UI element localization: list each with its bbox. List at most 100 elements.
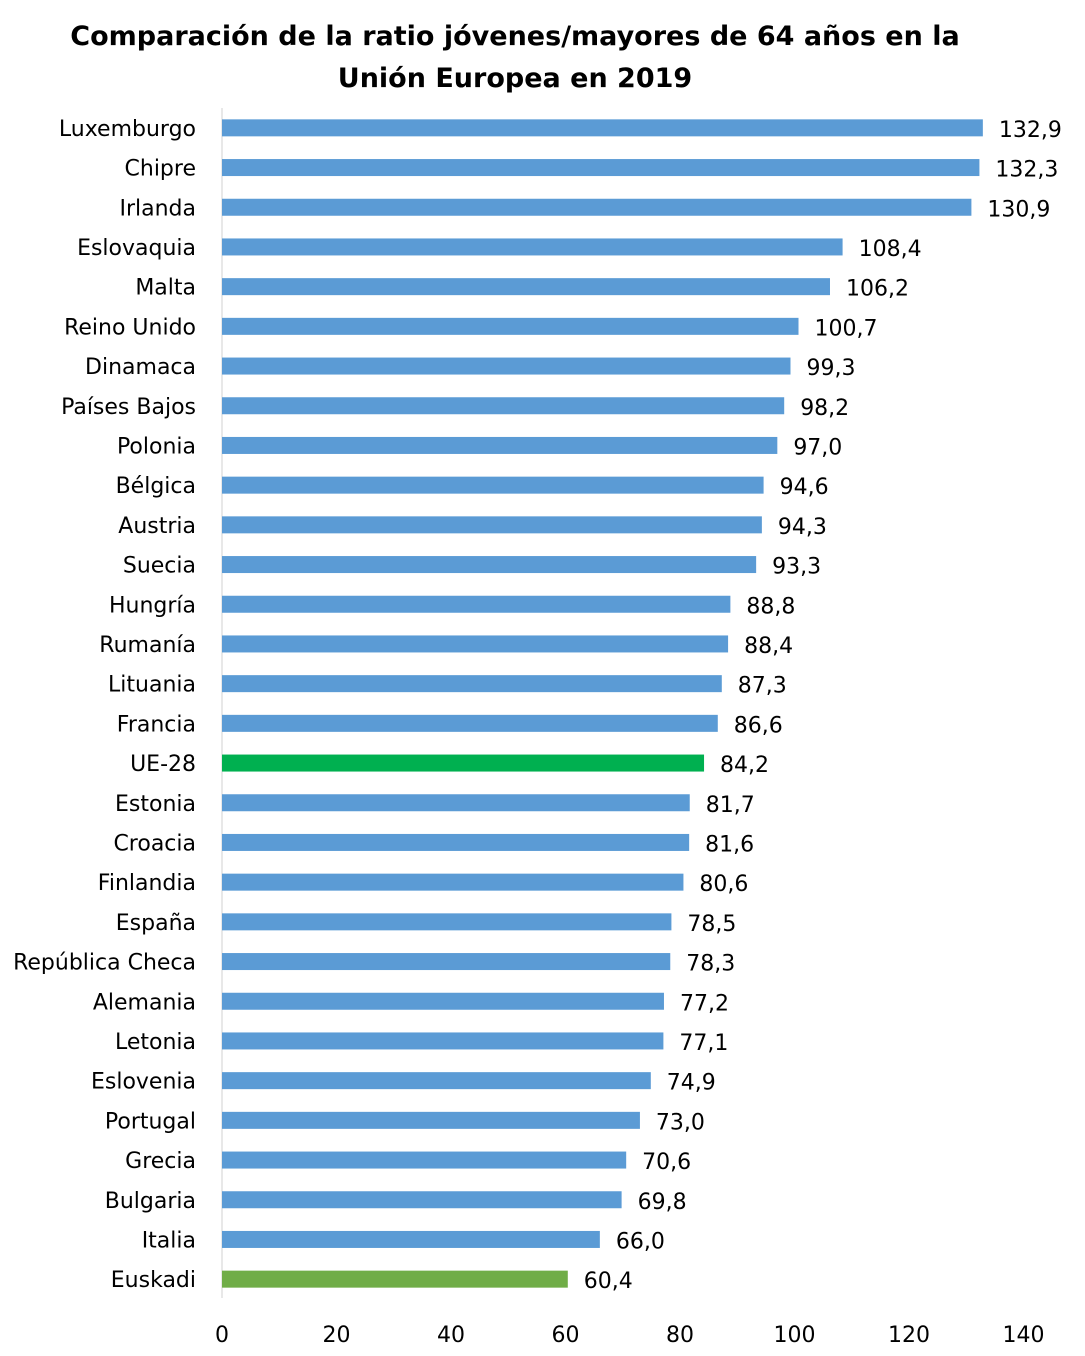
bar-19 <box>222 873 684 891</box>
data-label-25: 73,0 <box>656 1110 705 1135</box>
category-label-27: Bulgaria <box>105 1189 196 1214</box>
data-label-0: 132,9 <box>999 118 1062 143</box>
bar-26 <box>222 1151 627 1169</box>
bar-28 <box>222 1230 600 1248</box>
bar-20 <box>222 913 672 931</box>
x-tick-label-4: 80 <box>666 1323 694 1348</box>
category-label-9: Bélgica <box>116 474 196 499</box>
category-label-14: Lituania <box>108 673 196 698</box>
category-label-10: Austria <box>118 514 196 539</box>
data-label-13: 88,4 <box>744 634 793 659</box>
x-tick-label-5: 100 <box>774 1323 816 1348</box>
data-label-10: 94,3 <box>778 515 827 540</box>
data-label-18: 81,6 <box>705 832 754 857</box>
bar-9 <box>222 476 764 494</box>
data-label-3: 108,4 <box>859 237 922 262</box>
data-label-14: 87,3 <box>738 674 787 699</box>
category-label-0: Luxemburgo <box>59 117 196 142</box>
data-label-29: 60,4 <box>584 1269 633 1294</box>
data-label-17: 81,7 <box>706 793 755 818</box>
bar-18 <box>222 833 690 851</box>
bar-6 <box>222 357 791 375</box>
category-label-11: Suecia <box>123 554 196 579</box>
category-label-6: Dinamaca <box>85 355 196 380</box>
data-label-11: 93,3 <box>772 555 821 580</box>
data-label-27: 69,8 <box>638 1190 687 1215</box>
data-label-2: 130,9 <box>987 197 1050 222</box>
bar-7 <box>222 397 785 415</box>
category-label-8: Polonia <box>117 434 196 459</box>
x-tick-label-0: 0 <box>215 1323 229 1348</box>
bar-23 <box>222 1032 664 1050</box>
category-label-17: Estonia <box>115 792 196 817</box>
category-label-3: Eslovaquia <box>77 236 196 261</box>
category-label-7: Países Bajos <box>61 395 196 420</box>
category-label-29: Euskadi <box>111 1268 196 1293</box>
x-tick-label-3: 60 <box>552 1323 580 1348</box>
category-label-4: Malta <box>135 276 196 301</box>
data-label-4: 106,2 <box>846 277 909 302</box>
category-label-5: Reino Unido <box>64 315 196 340</box>
bar-12 <box>222 595 731 613</box>
chart-title-line-2: Unión Europea en 2019 <box>337 63 693 94</box>
category-label-26: Grecia <box>125 1149 196 1174</box>
x-tick-label-2: 40 <box>437 1323 465 1348</box>
data-label-21: 78,3 <box>686 952 735 977</box>
bar-10 <box>222 516 762 534</box>
category-label-1: Chipre <box>125 157 196 182</box>
category-label-13: Rumanía <box>99 633 196 658</box>
data-label-15: 86,6 <box>734 713 783 738</box>
bar-13 <box>222 635 729 653</box>
x-tick-label-7: 140 <box>1003 1323 1045 1348</box>
x-tick-label-1: 20 <box>323 1323 351 1348</box>
category-label-2: Irlanda <box>119 196 196 221</box>
data-label-6: 99,3 <box>806 356 855 381</box>
data-label-16: 84,2 <box>720 753 769 778</box>
category-label-15: Francia <box>117 712 196 737</box>
bar-5 <box>222 317 799 335</box>
category-label-19: Finlandia <box>98 871 196 896</box>
bar-2 <box>222 198 972 216</box>
data-label-7: 98,2 <box>800 396 849 421</box>
bar-4 <box>222 278 830 296</box>
bar-17 <box>222 794 690 812</box>
category-label-12: Hungría <box>109 593 196 618</box>
bar-27 <box>222 1191 622 1209</box>
data-label-1: 132,3 <box>995 158 1058 183</box>
data-label-20: 78,5 <box>687 912 736 937</box>
category-label-16: UE-28 <box>130 752 196 777</box>
bar-3 <box>222 238 843 256</box>
bar-8 <box>222 436 778 454</box>
bar-11 <box>222 556 757 574</box>
data-label-8: 97,0 <box>793 435 842 460</box>
chart-title-line-1: Comparación de la ratio jóvenes/mayores … <box>70 21 960 52</box>
data-label-9: 94,6 <box>780 475 829 500</box>
data-label-5: 100,7 <box>815 316 878 341</box>
bar-25 <box>222 1111 640 1129</box>
bar-22 <box>222 992 664 1010</box>
bar-0 <box>222 119 983 137</box>
category-label-21: República Checa <box>13 951 196 976</box>
data-label-26: 70,6 <box>642 1150 691 1175</box>
bar-16 <box>222 754 705 772</box>
category-label-28: Italia <box>142 1228 196 1253</box>
bar-24 <box>222 1072 651 1090</box>
category-label-24: Eslovenia <box>91 1070 196 1095</box>
bar-29 <box>222 1270 568 1288</box>
x-tick-label-6: 120 <box>888 1323 930 1348</box>
data-label-23: 77,1 <box>679 1031 728 1056</box>
bar-1 <box>222 159 980 177</box>
bar-21 <box>222 953 671 971</box>
data-label-12: 88,8 <box>746 594 795 619</box>
bar-15 <box>222 714 718 732</box>
category-label-23: Letonia <box>115 1030 196 1055</box>
category-label-18: Croacia <box>113 831 196 856</box>
data-label-19: 80,6 <box>699 872 748 897</box>
data-label-24: 74,9 <box>667 1071 716 1096</box>
category-label-25: Portugal <box>105 1109 196 1134</box>
category-label-22: Alemania <box>93 990 196 1015</box>
category-label-20: España <box>116 911 196 936</box>
data-label-28: 66,0 <box>616 1229 665 1254</box>
